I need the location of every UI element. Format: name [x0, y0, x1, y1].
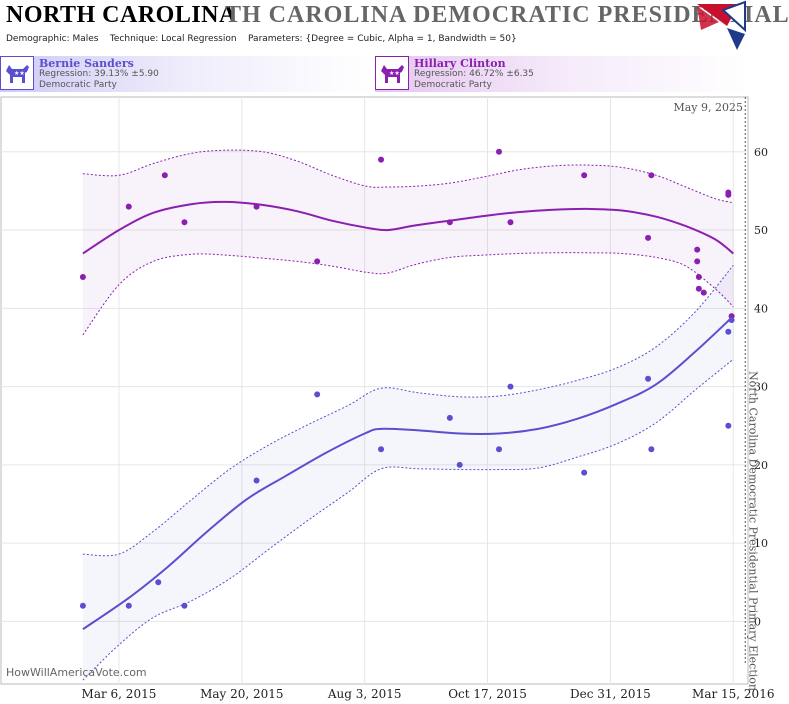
parameters-line: Demographic: Males Technique: Local Regr… — [6, 34, 517, 44]
x-tick-label: Oct 17, 2015 — [448, 687, 527, 701]
poll-point — [648, 446, 655, 453]
poll-point — [725, 189, 732, 196]
poll-point — [496, 148, 502, 155]
candidate-card-clinton: ★★★ Hillary Clinton Regression: 46.72% ±… — [375, 56, 749, 92]
poll-point — [181, 219, 188, 226]
parameters-value: {Degree = Cubic, Alpha = 1, Bandwidth = … — [305, 34, 517, 44]
y-tick-label: 60 — [754, 146, 768, 159]
poll-point — [695, 285, 702, 292]
poll-point — [581, 172, 588, 179]
x-tick-label: Dec 31, 2015 — [570, 687, 651, 701]
x-tick-label: Mar 6, 2015 — [82, 687, 157, 701]
donkey-icon: ★★★ — [375, 56, 409, 90]
site-logo-icon — [697, 0, 746, 50]
poll-point — [456, 461, 463, 468]
poll-point — [581, 469, 588, 476]
poll-point — [496, 446, 502, 453]
candidate-card-background — [0, 56, 374, 92]
poll-point — [645, 234, 652, 241]
poll-point — [314, 258, 321, 265]
technique-label: Technique: — [109, 34, 159, 44]
trend-line — [82, 200, 734, 255]
poll-point — [725, 328, 732, 335]
x-tick-label: May 20, 2015 — [200, 687, 283, 701]
axes: 0 10 20 30 40 50 60 Mar 6, 2015 May 20, 2015 Aug … — [82, 146, 775, 701]
x-tick-label: Mar 15, 2016 — [692, 687, 774, 701]
poll-point — [378, 156, 385, 163]
candidate-regression: Regression: 39.13% ±5.90 — [39, 69, 159, 79]
candidate-name: Hillary Clinton — [414, 57, 506, 70]
x-tick-label: Aug 3, 2015 — [327, 687, 402, 701]
confidence-lower-line — [82, 252, 734, 336]
trend-lines — [82, 200, 734, 631]
y-tick-label: 20 — [754, 459, 768, 472]
current-date-label: May 9, 2025 — [673, 101, 743, 114]
candidate-name: Bernie Sanders — [39, 57, 134, 70]
poll-point — [79, 274, 86, 281]
poll-point — [181, 602, 188, 609]
confidence-upper-line — [82, 149, 734, 204]
parameters-label: Parameters: — [248, 34, 303, 44]
header: NORTH CAROLINA TH CAROLINA DEMOCRATIC PR… — [0, 0, 789, 52]
poll-point — [446, 219, 453, 226]
poll-point — [253, 477, 260, 484]
poll-point — [253, 203, 260, 210]
y-tick-label: 0 — [754, 615, 761, 628]
demographic-label: Demographic: — [6, 34, 70, 44]
y-tick-label: 10 — [754, 537, 768, 550]
poll-point — [700, 289, 707, 296]
poll-point — [378, 446, 385, 453]
candidate-regression: Regression: 46.72% ±6.35 — [414, 69, 534, 79]
poll-point — [446, 414, 453, 421]
confidence-band-fill — [82, 150, 734, 335]
poll-point — [728, 317, 735, 324]
poll-point — [161, 172, 168, 179]
confidence-bands — [82, 149, 734, 681]
candidate-card-sanders: ★★★ Bernie Sanders Regression: 39.13% ±5… — [0, 56, 374, 92]
technique-value: Local Regression — [161, 34, 237, 44]
demographic-value: Males — [72, 34, 99, 44]
poll-point — [694, 246, 701, 253]
poll-point — [694, 258, 701, 265]
poll-point — [645, 375, 652, 382]
y-tick-label: 50 — [754, 224, 768, 237]
poll-point — [125, 602, 132, 609]
poll-point — [507, 219, 514, 226]
poll-point — [155, 579, 162, 586]
race-title: TH CAROLINA DEMOCRATIC PRESIDENTIAL I — [225, 2, 789, 28]
poll-point — [314, 391, 321, 398]
svg-text:★★★: ★★★ — [14, 70, 30, 77]
y-tick-label: 40 — [754, 302, 768, 315]
y-tick-label: 30 — [754, 381, 768, 394]
poll-point — [507, 383, 514, 390]
poll-point — [695, 274, 702, 281]
poll-point — [648, 172, 655, 179]
poll-point — [125, 203, 132, 210]
state-title: NORTH CAROLINA — [6, 2, 237, 28]
svg-text:★★★: ★★★ — [389, 70, 405, 77]
candidate-card-background — [375, 56, 749, 92]
trend-line — [82, 315, 734, 631]
election-label: North Carolina Democratic Presidential P… — [746, 371, 759, 691]
regression-chart: 0 10 20 30 40 50 60 Mar 6, 2015 May 20, 2015 Aug … — [0, 96, 775, 701]
watermark: HowWillAmericaVote.com — [6, 666, 147, 679]
candidate-party: Democratic Party — [39, 80, 117, 90]
poll-points — [79, 148, 735, 609]
candidate-party: Democratic Party — [414, 80, 492, 90]
poll-point — [79, 602, 86, 609]
poll-point — [725, 422, 732, 429]
confidence-lower-line — [82, 358, 734, 681]
donkey-icon: ★★★ — [0, 56, 34, 90]
